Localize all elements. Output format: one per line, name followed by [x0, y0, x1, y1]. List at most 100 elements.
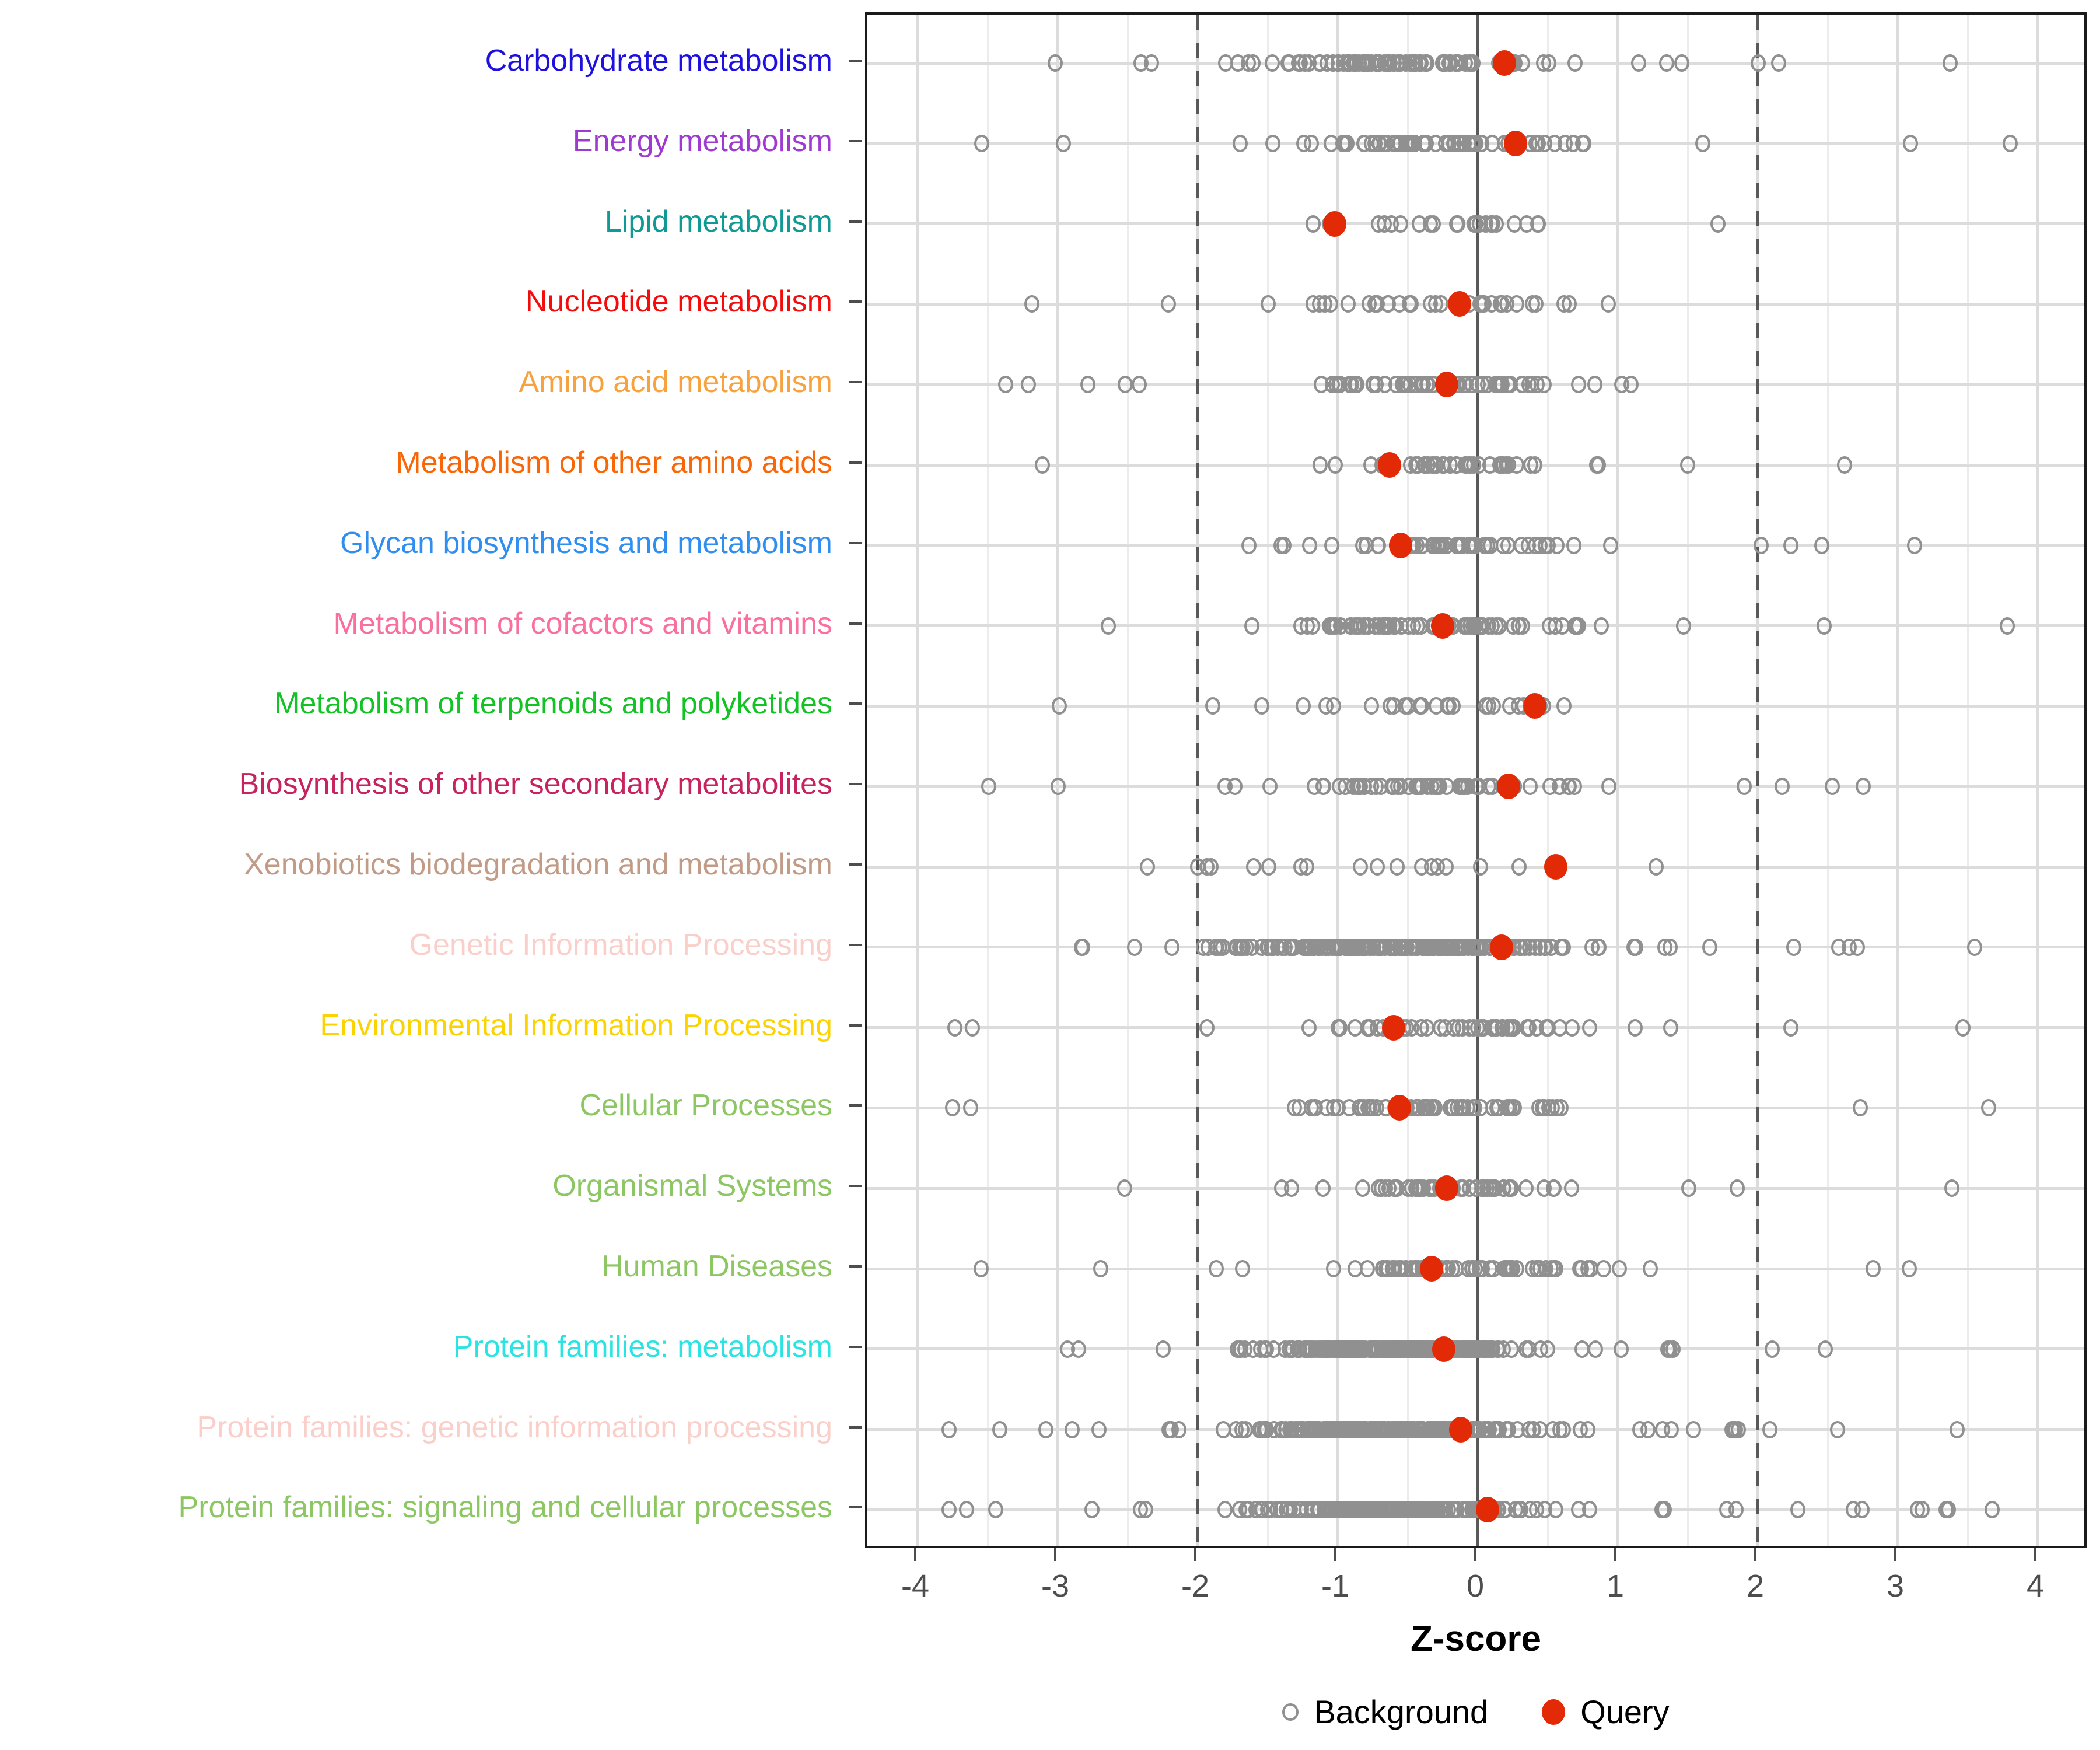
background-point: [1244, 617, 1259, 635]
background-point: [1546, 1180, 1562, 1198]
y-axis-tick-13: [849, 1104, 862, 1107]
background-point: [1390, 778, 1406, 796]
background-point: [1118, 376, 1133, 394]
background-point: [1506, 215, 1522, 233]
y-axis-tick-8: [849, 702, 862, 705]
background-point: [1817, 617, 1832, 635]
background-point: [1240, 54, 1256, 72]
background-point: [1261, 858, 1276, 876]
background-point: [1084, 1501, 1100, 1519]
background-point: [1508, 295, 1524, 313]
background-point: [1612, 1260, 1628, 1278]
background-point: [1034, 456, 1050, 474]
background-point: [1241, 536, 1256, 554]
background-point: [1485, 215, 1501, 233]
background-point: [1472, 1420, 1488, 1438]
query-point-5: [1377, 452, 1401, 478]
background-point: [1681, 1180, 1697, 1198]
background-point: [1361, 1019, 1377, 1037]
background-point: [1199, 1019, 1215, 1037]
background-point: [1306, 215, 1321, 233]
y-axis-tick-18: [849, 1506, 862, 1509]
background-point: [1573, 1420, 1588, 1438]
background-point: [958, 1501, 974, 1519]
background-point: [1301, 536, 1317, 554]
background-point: [1259, 1340, 1275, 1358]
background-point: [941, 1420, 957, 1438]
background-point: [1695, 134, 1711, 152]
query-point-10: [1544, 854, 1568, 880]
background-point: [1291, 54, 1307, 72]
background-point: [1520, 536, 1536, 554]
background-point: [1502, 697, 1518, 715]
background-point: [1093, 1260, 1109, 1278]
x-axis-tick-label-2: -2: [1181, 1569, 1210, 1604]
y-axis-label-17: Protein families: genetic information pr…: [197, 1410, 832, 1444]
background-point: [1461, 134, 1476, 152]
background-point: [1574, 1340, 1590, 1358]
background-point: [1511, 858, 1527, 876]
background-point: [1208, 1260, 1224, 1278]
background-point: [1730, 1180, 1745, 1198]
background-point: [1315, 1340, 1331, 1358]
y-axis-tick-9: [849, 783, 862, 786]
background-point: [1367, 295, 1383, 313]
background-point: [1160, 295, 1176, 313]
background-point: [1273, 1180, 1289, 1198]
background-point: [1510, 617, 1526, 635]
background-point: [1408, 1501, 1424, 1519]
background-point: [1950, 1420, 1965, 1438]
background-point: [1980, 1099, 1996, 1117]
y-axis-tick-15: [849, 1265, 862, 1268]
background-point: [1347, 1260, 1363, 1278]
background-point: [1522, 1501, 1538, 1519]
background-point: [1541, 617, 1557, 635]
background-point: [1385, 1340, 1401, 1358]
background-point: [1388, 134, 1404, 152]
legend-label-query: Query: [1580, 1693, 1670, 1730]
background-point: [1262, 778, 1278, 796]
background-point: [1353, 1420, 1368, 1438]
background-point: [1369, 858, 1385, 876]
background-point: [1475, 1260, 1490, 1278]
open-circle-icon: [1282, 1703, 1299, 1721]
background-point: [1347, 1019, 1363, 1037]
background-point: [1127, 938, 1143, 956]
background-point: [1770, 54, 1786, 72]
background-point: [1566, 536, 1582, 554]
y-axis-label-5: Metabolism of other amino acids: [396, 446, 832, 480]
background-point: [1575, 134, 1591, 152]
background-point: [1140, 858, 1156, 876]
background-point: [1567, 54, 1583, 72]
background-point: [1117, 1180, 1133, 1198]
background-point: [1955, 1019, 1971, 1037]
background-point: [1433, 1019, 1448, 1037]
background-point: [1540, 1340, 1556, 1358]
background-point: [1737, 778, 1752, 796]
background-point: [1527, 456, 1542, 474]
query-point-13: [1387, 1095, 1411, 1121]
background-point: [1542, 778, 1558, 796]
background-point: [1702, 938, 1718, 956]
background-point: [1343, 376, 1359, 394]
background-point: [1301, 1019, 1317, 1037]
background-point: [1196, 938, 1212, 956]
background-point: [1091, 1420, 1107, 1438]
background-point: [1021, 376, 1037, 394]
filled-circle-icon: [1542, 1699, 1566, 1725]
x-axis-tick-2: [1194, 1548, 1196, 1561]
background-point: [1902, 1260, 1917, 1278]
background-point: [1581, 1019, 1597, 1037]
background-point: [1441, 134, 1457, 152]
background-point: [1750, 54, 1766, 72]
background-point: [1659, 54, 1675, 72]
query-point-16: [1432, 1336, 1456, 1362]
background-point: [1347, 54, 1363, 72]
query-point-1: [1503, 130, 1527, 156]
background-point: [941, 1501, 957, 1519]
background-point: [1138, 1501, 1153, 1519]
background-point: [1522, 778, 1538, 796]
background-point: [1570, 376, 1586, 394]
y-axis-label-0: Carbohydrate metabolism: [485, 44, 832, 78]
background-point: [1352, 1340, 1367, 1358]
